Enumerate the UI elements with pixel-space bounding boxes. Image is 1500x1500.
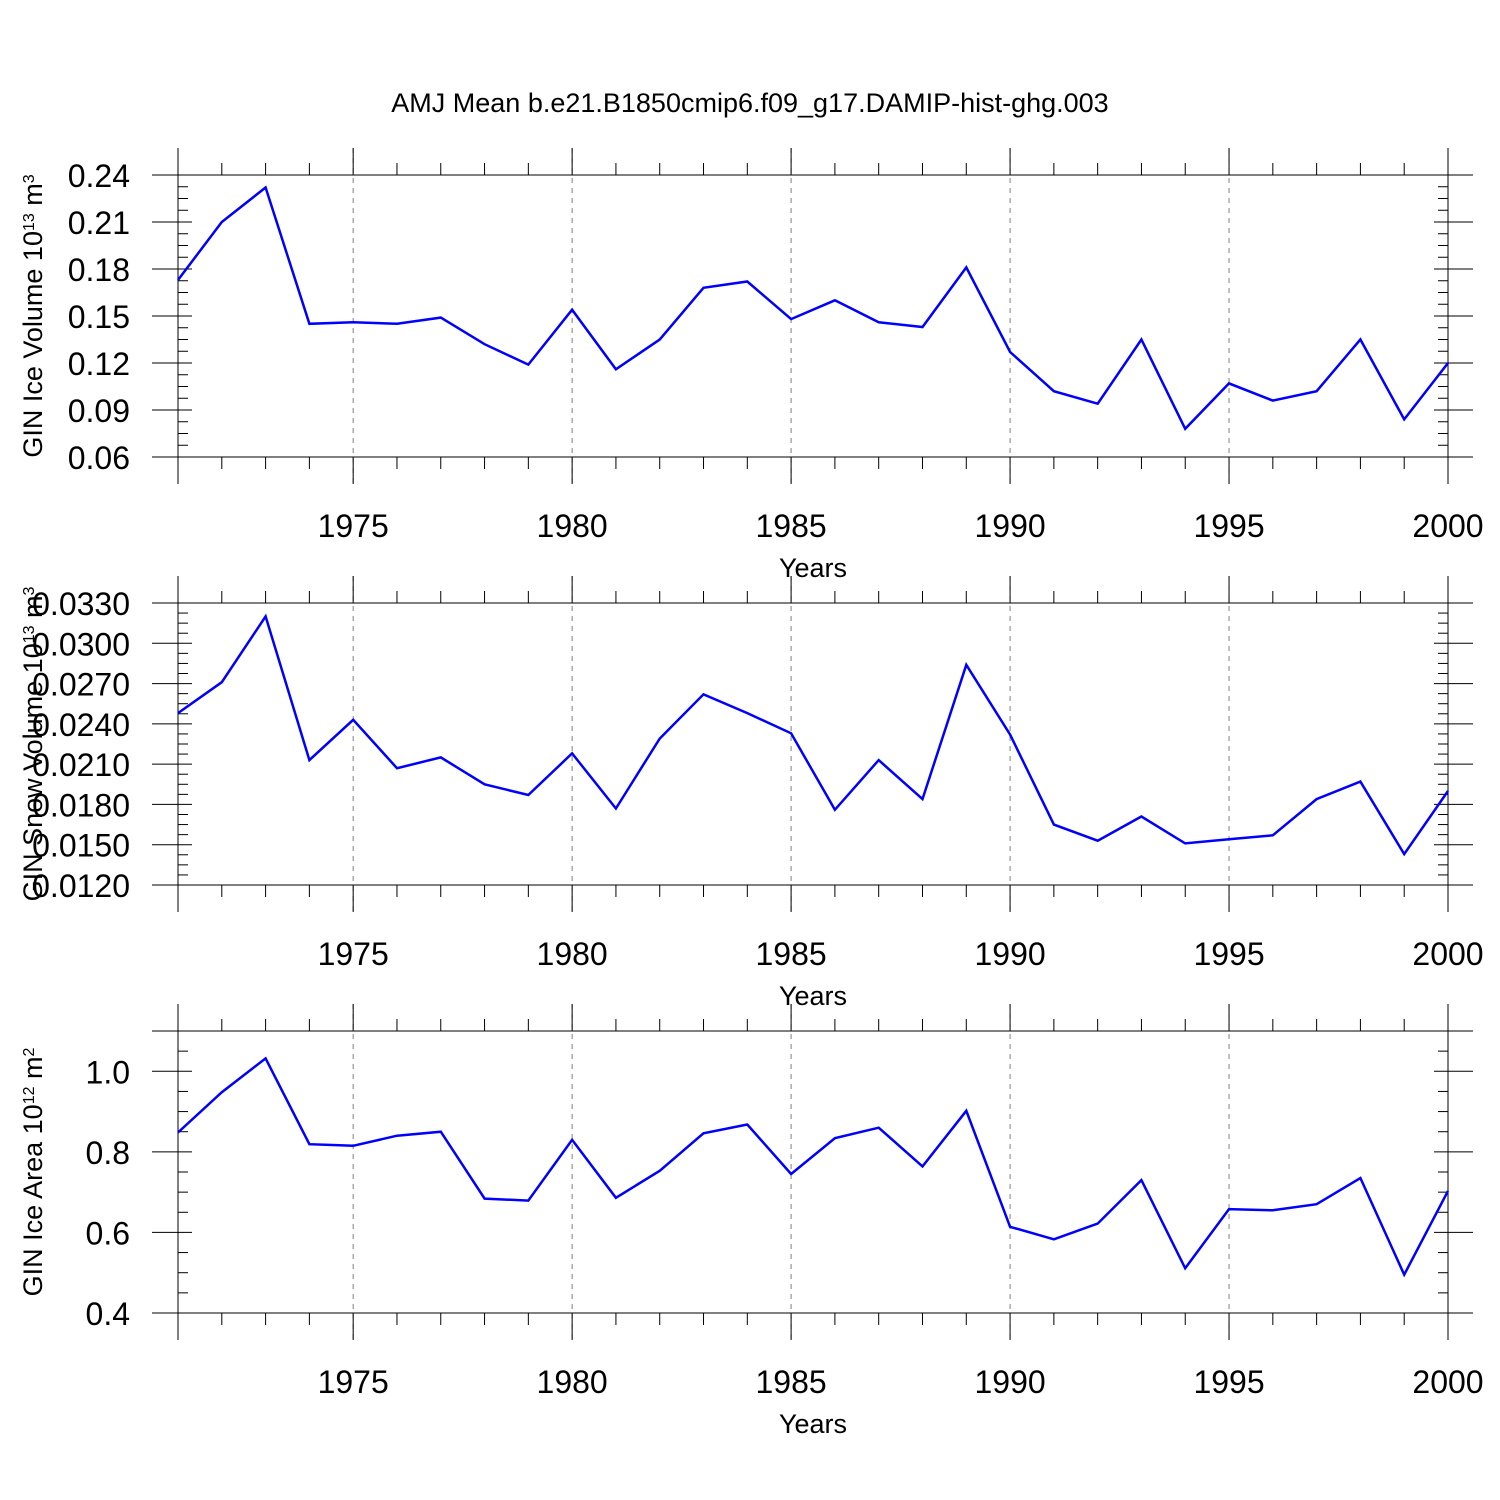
x-tick-label: 2000: [1412, 508, 1483, 544]
y-tick-label: 0.0210: [32, 747, 130, 783]
y-tick-label: 1.0: [86, 1054, 130, 1090]
x-tick-label: 1980: [537, 936, 608, 972]
x-tick-label: 1975: [318, 508, 389, 544]
y-tick-label: 0.0120: [32, 868, 130, 904]
x-tick-label: 1975: [318, 1364, 389, 1400]
y-tick-label: 0.0180: [32, 787, 130, 823]
y-axis-label: GIN Ice Area 1012 m2: [18, 1048, 48, 1297]
x-tick-label: 1995: [1193, 936, 1264, 972]
y-axis-label: GIN Snow Volume 1013 m3: [18, 586, 48, 901]
y-tick-label: 0.8: [86, 1135, 130, 1171]
y-tick-label: 0.15: [68, 299, 130, 335]
series-line: [177, 613, 1450, 857]
series-line: [177, 1056, 1450, 1278]
x-tick-label: 1985: [756, 508, 827, 544]
x-tick-label: 2000: [1412, 1364, 1483, 1400]
y-tick-label: 0.6: [86, 1215, 130, 1251]
x-tick-label: 1980: [537, 508, 608, 544]
x-tick-label: 1975: [318, 936, 389, 972]
y-tick-label: 0.09: [68, 393, 130, 429]
y-tick-label: 0.12: [68, 346, 130, 382]
x-tick-label: 1980: [537, 1364, 608, 1400]
panel-1: 1975 1980 1985 1990 1995 2000 Years 0.06 0.09 0.1…: [18, 148, 1484, 583]
y-tick-label: 0.24: [68, 158, 130, 194]
x-tick-label: 1990: [974, 508, 1045, 544]
y-tick-label: 0.0240: [32, 707, 130, 743]
panel-2: 1975 1980 1985 1990 1995 2000 Years 0.0120 0.015…: [18, 576, 1484, 1011]
x-axis-label: Years: [779, 553, 847, 583]
y-tick-label: 0.0300: [32, 626, 130, 662]
panel-3: 1975 1980 1985 1990 1995 2000 Years 0.4 0.6 0.8 1.…: [18, 1004, 1484, 1439]
figure-title: AMJ Mean b.e21.B1850cmip6.f09_g17.DAMIP-…: [391, 88, 1108, 118]
x-tick-label: 2000: [1412, 936, 1483, 972]
y-tick-label: 0.0150: [32, 828, 130, 864]
x-tick-label: 1995: [1193, 1364, 1264, 1400]
y-tick-label: 0.21: [68, 205, 130, 241]
x-axis-label: Years: [779, 981, 847, 1011]
y-tick-label: 0.06: [68, 440, 130, 476]
y-tick-label: 0.0330: [32, 586, 130, 622]
series-line: [177, 185, 1449, 431]
y-tick-label: 0.0270: [32, 667, 130, 703]
x-tick-label: 1990: [974, 936, 1045, 972]
y-tick-label: 0.4: [86, 1296, 130, 1332]
x-tick-label: 1985: [756, 1364, 827, 1400]
x-axis-label: Years: [779, 1409, 847, 1439]
x-tick-label: 1995: [1193, 508, 1264, 544]
y-tick-label: 0.18: [68, 252, 130, 288]
x-tick-label: 1985: [756, 936, 827, 972]
x-tick-label: 1990: [974, 1364, 1045, 1400]
y-axis-label: GIN Ice Volume 1013 m3: [18, 174, 48, 457]
